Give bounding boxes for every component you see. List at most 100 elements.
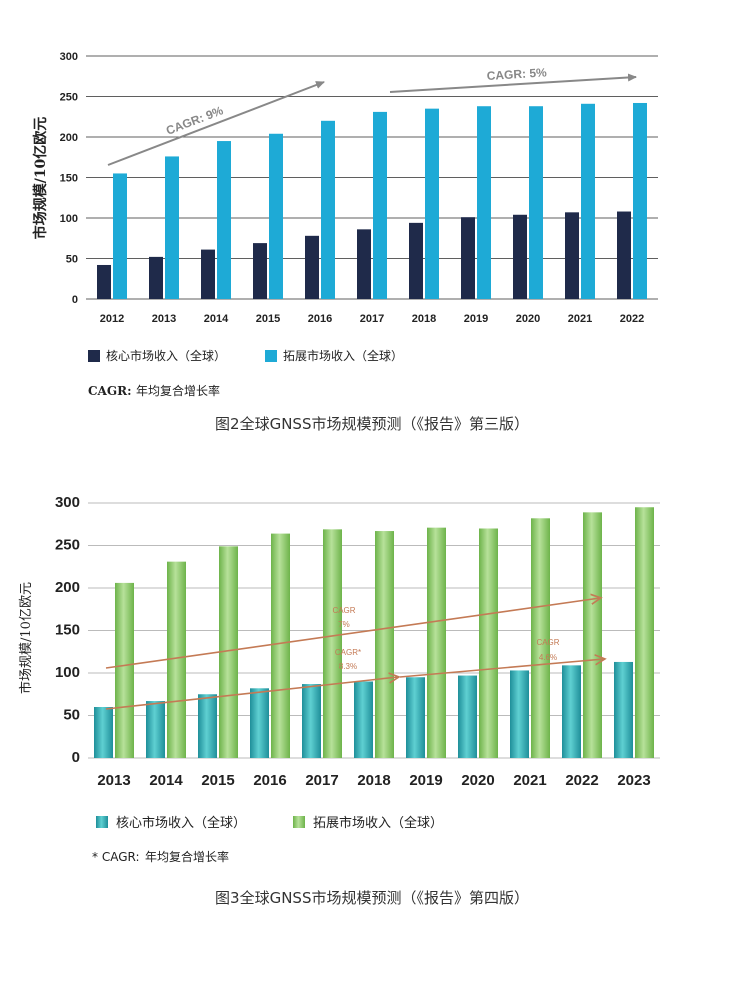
cagr-note-text: 年均复合增长率 (145, 849, 229, 864)
y-tick-label: 100 (55, 664, 80, 681)
x-tick-label: 2013 (97, 772, 130, 789)
legend-extended-swatch (293, 816, 305, 828)
bar-core-2022 (562, 665, 581, 758)
bar-extended-2013 (115, 582, 134, 758)
chart-2: 0 50 100 150 200 250 300 2013 2014 2015 2016 2017 2… (18, 494, 660, 907)
bar-extended-2019 (427, 527, 446, 758)
x-tick-label: 2020 (461, 772, 494, 789)
bar-core-2014 (146, 701, 165, 758)
cagr-7-value: 7% (338, 620, 350, 629)
chart-2-caption: 图3全球GNSS市场规模预测（《报告》第四版） (215, 889, 529, 907)
bar-extended-2019 (477, 106, 491, 299)
bar-extended-2016 (321, 120, 335, 299)
x-tick-label: 2018 (412, 313, 436, 325)
y-tick-label: 150 (55, 622, 80, 639)
bar-core-2014 (201, 249, 215, 299)
bar-extended-2023 (635, 507, 654, 758)
bar-extended-2017 (373, 111, 387, 299)
y-tick-label: 50 (63, 707, 80, 724)
cagr-4-6-label: CAGR (536, 638, 559, 647)
chart-1: 0 50 100 150 200 250 300 2012 2013 2014 2015 2016 2… (32, 51, 658, 433)
cagr-note-label: * CAGR: (92, 850, 140, 864)
legend-extended-label: 拓展市场收入（全球） (283, 348, 403, 363)
x-tick-label: 2023 (617, 772, 650, 789)
bar-core-2013 (94, 707, 113, 758)
bar-extended-2018 (375, 531, 394, 758)
bar-extended-2014 (167, 561, 186, 758)
y-tick-label: 200 (55, 579, 80, 596)
bar-extended-2012 (113, 173, 127, 299)
bar-core-2017 (357, 229, 371, 299)
cagr-8-3-arrow (105, 677, 398, 710)
cagr-5-label: CAGR: 5% (486, 65, 547, 83)
x-tick-label: 2021 (513, 772, 546, 789)
x-tick-label: 2014 (204, 313, 229, 325)
bar-extended-2021 (531, 518, 550, 758)
bar-extended-2015 (269, 133, 283, 299)
cagr-5-arrow (389, 73, 637, 93)
bar-extended-2018 (425, 108, 439, 300)
bar-core-2013 (149, 256, 163, 299)
x-tick-label: 2019 (464, 313, 488, 325)
y-tick-label: 150 (60, 173, 78, 185)
bar-extended-2021 (581, 103, 595, 299)
bar-core-2023 (614, 661, 633, 758)
bar-core-2016 (250, 688, 269, 758)
legend-core-swatch (88, 350, 100, 362)
bar-core-2021 (565, 212, 579, 299)
y-tick-label: 0 (72, 749, 80, 766)
bar-core-2018 (354, 681, 373, 758)
y-tick-label: 250 (55, 537, 80, 554)
y-tick-label: 200 (60, 132, 78, 144)
cagr-7-arrow (105, 598, 600, 669)
y-tick-label: 100 (60, 213, 78, 225)
y-tick-label: 300 (55, 494, 80, 511)
bar-extended-2022 (633, 102, 647, 299)
cagr-note-text: 年均复合增长率 (136, 383, 220, 398)
x-tick-label: 2017 (360, 313, 384, 325)
x-tick-label: 2015 (256, 313, 280, 325)
bar-extended-2014 (217, 141, 231, 299)
bar-extended-2022 (583, 512, 602, 758)
legend-core-label: 核心市场收入（全球） (116, 815, 246, 831)
bar-core-2015 (198, 694, 217, 758)
y-tick-label: 300 (60, 51, 78, 63)
y-tick-label: 0 (72, 294, 78, 306)
bar-core-2015 (253, 243, 267, 299)
legend-extended-swatch (265, 350, 277, 362)
bar-core-2021 (510, 670, 529, 758)
bar-extended-2015 (219, 546, 238, 758)
chart-1-caption: 图2全球GNSS市场规模预测（《报告》第三版） (215, 415, 529, 433)
y-tick-label: 50 (66, 254, 78, 266)
x-tick-label: 2021 (568, 313, 592, 325)
x-tick-label: 2022 (565, 772, 598, 789)
bar-extended-2016 (271, 533, 290, 758)
chart-2-y-axis-label: 市场规模/10亿欧元 (18, 582, 34, 694)
x-tick-label: 2020 (516, 313, 540, 325)
bar-core-2012 (97, 264, 111, 299)
cagr-4-6-value: 4.6% (539, 653, 557, 662)
bar-core-2017 (302, 684, 321, 758)
x-tick-label: 2017 (305, 772, 338, 789)
cagr-7-label: CAGR (332, 606, 355, 615)
cagr-note-label: CAGR: (88, 384, 132, 398)
x-tick-label: 2019 (409, 772, 442, 789)
cagr-8-3-label: CAGR* (335, 648, 361, 657)
bar-core-2020 (458, 675, 477, 758)
bar-core-2019 (461, 217, 475, 299)
bar-core-2019 (406, 677, 425, 758)
x-tick-label: 2015 (201, 772, 234, 789)
bar-extended-2020 (479, 528, 498, 758)
x-tick-label: 2014 (149, 772, 183, 789)
y-tick-label: 250 (60, 92, 78, 104)
bar-extended-2017 (323, 529, 342, 758)
bar-core-2022 (617, 211, 631, 299)
x-tick-label: 2016 (253, 772, 286, 789)
bar-core-2020 (513, 214, 527, 299)
legend-extended-label: 拓展市场收入（全球） (313, 815, 443, 831)
chart-1-y-axis-label: 市场规模/10亿欧元 (32, 117, 49, 240)
legend-core-label: 核心市场收入（全球） (106, 348, 226, 363)
x-tick-label: 2016 (308, 313, 332, 325)
cagr-4-6-arrow (399, 659, 604, 678)
